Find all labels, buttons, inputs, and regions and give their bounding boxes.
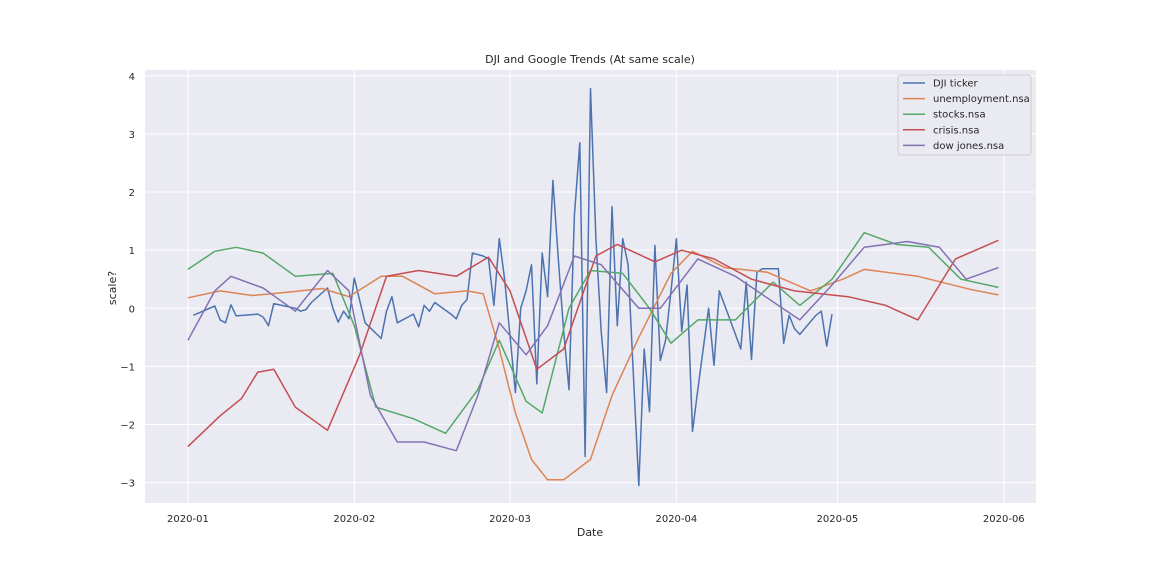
chart-title: DJI and Google Trends (At same scale): [485, 53, 695, 66]
series-line-4: [187, 240, 999, 452]
y-axis-ticks: −3 −2 −1 0 1 2 3 4: [120, 72, 135, 490]
y-tick-label: −1: [120, 362, 135, 373]
grid-lines: [145, 70, 1036, 503]
y-tick-label: 3: [129, 130, 135, 141]
y-tick-label: 0: [129, 304, 135, 315]
y-tick-label: −2: [120, 421, 135, 432]
legend-label: crisis.nsa: [933, 125, 979, 136]
legend-label: stocks.nsa: [933, 110, 986, 121]
x-tick-label: 2020-01: [167, 514, 209, 525]
series-lines: [187, 87, 999, 487]
legend-label: DJI ticker: [933, 79, 979, 90]
x-axis-label: Date: [577, 526, 604, 539]
plot-area: [145, 70, 1036, 503]
x-tick-label: 2020-03: [489, 514, 531, 525]
series-line-3: [187, 239, 999, 448]
legend-label: unemployment.nsa: [933, 94, 1030, 105]
y-tick-label: −3: [120, 479, 135, 490]
y-tick-label: 1: [129, 246, 135, 257]
y-axis-label: scale?: [106, 271, 119, 305]
legend-label: dow jones.nsa: [933, 141, 1004, 152]
legend: DJI ticker unemployment.nsa stocks.nsa cris…: [897, 74, 1032, 156]
x-tick-label: 2020-06: [983, 514, 1025, 525]
series-line-2: [187, 231, 999, 435]
series-line-0: [193, 87, 833, 487]
y-tick-label: 4: [129, 72, 135, 83]
x-tick-label: 2020-04: [655, 514, 697, 525]
x-tick-label: 2020-05: [817, 514, 859, 525]
x-tick-label: 2020-02: [333, 514, 375, 525]
y-tick-label: 2: [129, 188, 135, 199]
x-axis-ticks: 2020-01 2020-02 2020-03 2020-04 2020-05 2020-…: [167, 514, 1025, 525]
legend-box: [897, 74, 1032, 156]
